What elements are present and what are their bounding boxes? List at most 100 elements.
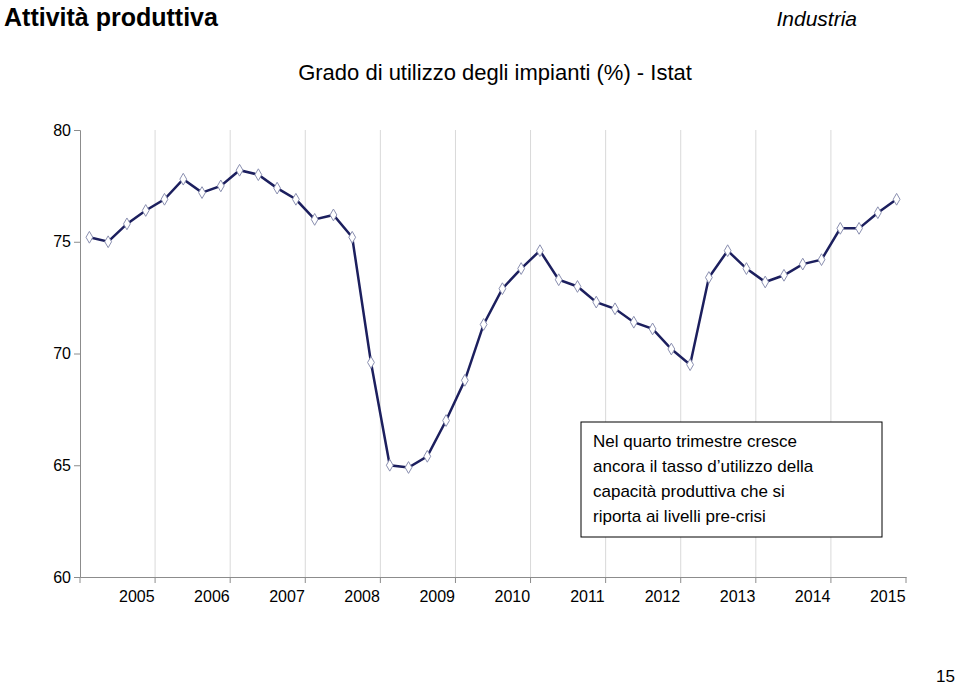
point-marker (705, 272, 712, 284)
y-tick-mark (74, 242, 80, 243)
chart-title: Grado di utilizzo degli impianti (%) - I… (298, 60, 692, 85)
point-marker (668, 343, 675, 355)
y-tick-label: 65 (53, 457, 71, 474)
annotation-box (581, 422, 882, 537)
grid-line (530, 130, 531, 577)
point-marker (443, 415, 450, 427)
x-boundary-tick (830, 577, 831, 583)
point-marker (555, 274, 562, 286)
point-marker (180, 173, 187, 185)
point-marker (424, 450, 431, 462)
point-marker (255, 169, 262, 181)
grid-line (230, 130, 231, 577)
point-marker (518, 263, 525, 275)
point-marker (217, 180, 224, 192)
point-marker (499, 283, 506, 295)
x-boundary-tick (380, 577, 381, 583)
x-boundary-ticks (80, 577, 906, 583)
x-boundary-tick (680, 577, 681, 583)
point-marker (405, 462, 412, 474)
y-tick: 80 (53, 122, 80, 139)
page-number: 15 (936, 667, 955, 686)
x-boundary-tick (305, 577, 306, 583)
x-axis-line (81, 577, 907, 578)
x-boundary-tick (230, 577, 231, 583)
annotation-text: capacità produttiva che si (593, 482, 785, 501)
point-marker (743, 263, 750, 275)
x-boundary-tick (530, 577, 531, 583)
x-tick-label: 2009 (419, 588, 455, 605)
x-tick: 2011 (570, 577, 605, 605)
point-marker (274, 182, 281, 194)
x-tick-label: 2014 (795, 588, 831, 605)
point-marker (893, 193, 900, 205)
x-axis: 2005 2006 2007 2008 2009 2010 2011 2012 2013 2014… (81, 577, 907, 605)
chart: Attività produttiva Industria 15 Grado di u… (0, 0, 960, 687)
grid (155, 130, 831, 577)
x-tick-label: 2007 (269, 588, 305, 605)
point-marker (292, 193, 299, 205)
x-tick-label: 2015 (870, 588, 906, 605)
point-marker (124, 218, 131, 230)
point-marker (236, 164, 243, 176)
point-marker (818, 254, 825, 266)
y-tick-mark (74, 577, 80, 578)
grid-line (155, 130, 156, 577)
point-marker (612, 303, 619, 315)
x-tick: 2006 (194, 577, 230, 605)
point-marker (105, 236, 112, 248)
y-tick: 75 (53, 233, 80, 250)
y-tick-label: 70 (53, 345, 71, 362)
point-marker (199, 187, 206, 199)
point-marker (386, 459, 393, 471)
x-boundary-tick (906, 577, 907, 583)
x-tick: 2007 (269, 577, 305, 605)
point-marker (630, 316, 637, 328)
x-tick: 2008 (344, 577, 380, 605)
x-boundary-tick (755, 577, 756, 583)
grid-line (305, 130, 306, 577)
category-label: Industria (776, 7, 857, 30)
y-axis: 60 65 70 75 80 (53, 122, 80, 586)
point-marker (480, 319, 487, 331)
point-marker (799, 258, 806, 270)
section-title: Attività produttiva (4, 3, 219, 31)
y-tick: 60 (53, 569, 80, 586)
x-boundary-tick (455, 577, 456, 583)
y-tick: 70 (53, 345, 80, 362)
x-tick: 2012 (645, 577, 681, 605)
point-marker (86, 231, 93, 243)
point-marker (781, 269, 788, 281)
y-tick-mark (74, 465, 80, 466)
x-tick-label: 2013 (720, 588, 756, 605)
annotation: Nel quarto trimestre cresceancora il tas… (581, 422, 882, 537)
x-tick-label: 2008 (344, 588, 380, 605)
x-tick: 2015 (870, 577, 906, 605)
point-marker (161, 193, 168, 205)
point-marker (856, 222, 863, 234)
point-marker (724, 245, 731, 257)
y-tick-label: 75 (53, 233, 71, 250)
x-tick: 2014 (795, 577, 831, 605)
point-marker (874, 207, 881, 219)
y-axis-line (74, 131, 81, 578)
x-tick-label: 2005 (119, 588, 155, 605)
x-tick: 2009 (419, 577, 455, 605)
x-boundary-tick (80, 577, 81, 583)
x-boundary-tick (605, 577, 606, 583)
x-tick-label: 2010 (494, 588, 530, 605)
x-tick-label: 2012 (645, 588, 681, 605)
point-marker (349, 231, 356, 243)
x-tick: 2010 (494, 577, 530, 605)
y-tick-label: 80 (53, 122, 71, 139)
point-marker (687, 359, 694, 371)
y-tick-mark (74, 354, 80, 355)
annotation-text: riporta ai livelli pre-crisi (593, 507, 766, 526)
point-marker (762, 276, 769, 288)
x-tick: 2013 (720, 577, 756, 605)
grid-line (380, 130, 381, 577)
point-marker (574, 281, 581, 293)
annotation-text: ancora il tasso d’utilizzo della (593, 457, 814, 476)
point-marker (593, 296, 600, 308)
point-marker (537, 245, 544, 257)
